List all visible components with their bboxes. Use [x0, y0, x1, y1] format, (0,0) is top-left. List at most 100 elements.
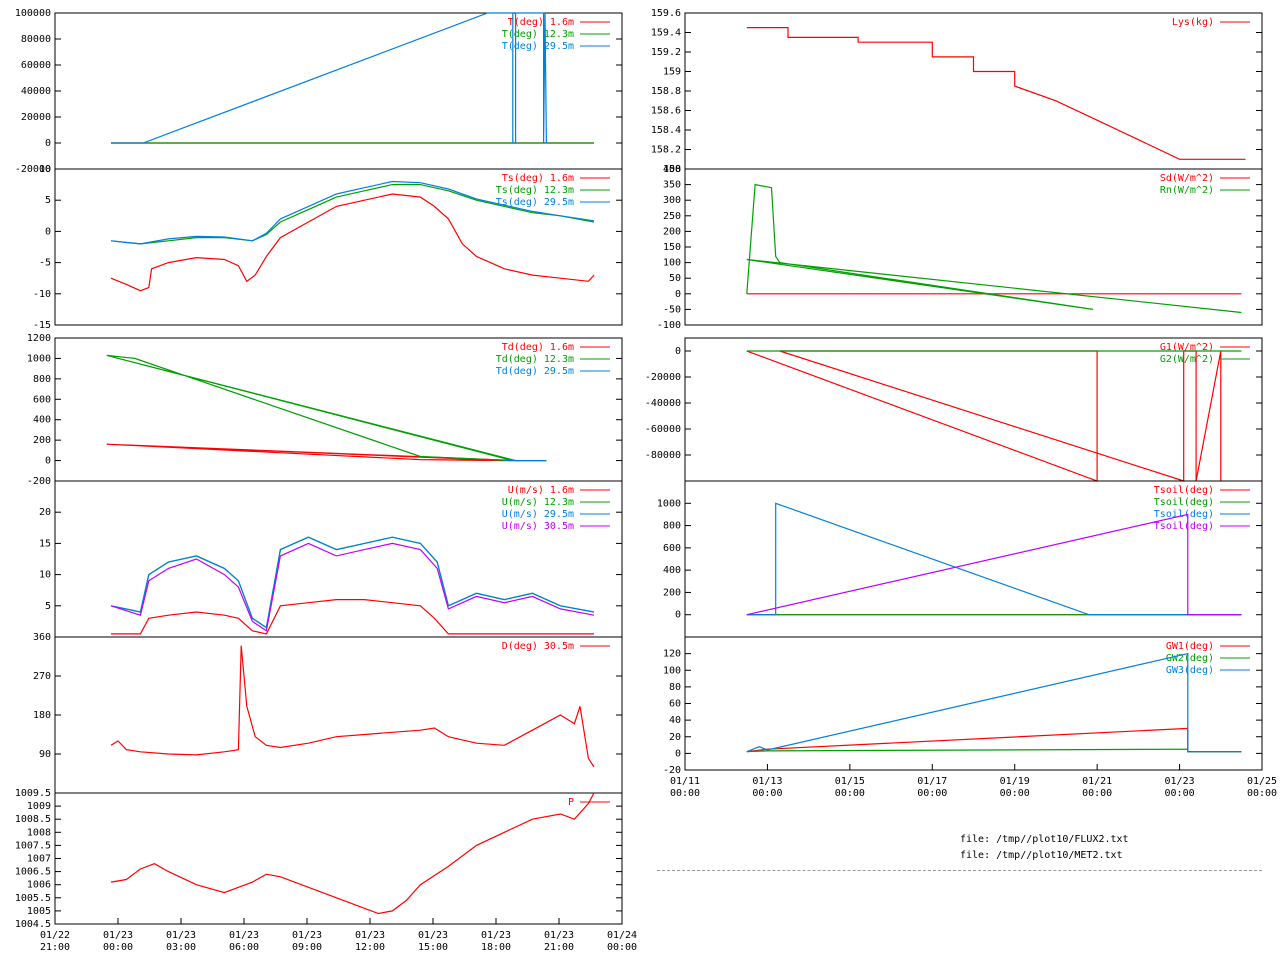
xtick-time: 00:00	[917, 788, 947, 799]
ytick-label: 60	[669, 699, 681, 710]
ytick-label: 50	[669, 273, 681, 284]
xtick-time: 00:00	[1000, 788, 1030, 799]
legend-entry: Td(deg) 12.3m	[496, 354, 574, 365]
xtick-date: 01/19	[1000, 776, 1030, 787]
ytick-label: -60000	[645, 424, 681, 435]
xtick-time: 21:00	[40, 942, 70, 953]
ytick-label: 100	[663, 258, 681, 269]
ytick-label: 80000	[21, 34, 51, 45]
xtick-date: 01/23	[292, 930, 322, 941]
xtick-time: 00:00	[1082, 788, 1112, 799]
ytick-label: 1005.5	[15, 893, 51, 904]
series-line-Td-1	[106, 354, 547, 462]
legend-entry: Tsoil(deg)	[1154, 509, 1214, 520]
ytick-label: -20000	[645, 372, 681, 383]
ytick-label: 1000	[657, 498, 681, 509]
ytick-label: 20	[39, 507, 51, 518]
ytick-label: 90	[39, 749, 51, 760]
legend-entry: U(m/s) 1.6m	[508, 485, 574, 496]
series-line-D-0	[110, 645, 595, 768]
xtick-date: 01/24	[607, 930, 637, 941]
xtick-date: 01/23	[481, 930, 511, 941]
ytick-label: -80000	[645, 450, 681, 461]
legend-entry: Ts(deg) 1.6m	[502, 173, 574, 184]
ytick-label: 1200	[27, 333, 51, 344]
ytick-label: 1008.5	[15, 814, 51, 825]
ytick-label: 350	[663, 180, 681, 191]
ytick-label: -15	[33, 320, 51, 331]
ytick-label: 0	[675, 748, 681, 759]
separator-line	[657, 870, 1262, 871]
ytick-label: 0	[45, 226, 51, 237]
xtick-date: 01/11	[670, 776, 700, 787]
ytick-label: 20	[669, 732, 681, 743]
ytick-label: 1007	[27, 854, 51, 865]
legend-entry: Ts(deg) 29.5m	[496, 197, 574, 208]
legend-entry: U(m/s) 12.3m	[502, 497, 574, 508]
legend-entry: Lys(kg)	[1172, 17, 1214, 28]
series-line-Ts-2	[110, 180, 595, 245]
legend-entry: Tsoil(deg)	[1154, 497, 1214, 508]
ytick-label: 200	[663, 587, 681, 598]
xtick-time: 00:00	[103, 942, 133, 953]
ytick-label: 0	[675, 346, 681, 357]
ytick-label: 100	[663, 665, 681, 676]
ytick-label: 400	[663, 164, 681, 175]
legend-entry: G1(W/m^2)	[1160, 342, 1214, 353]
series-line-P-0	[110, 792, 595, 915]
series-line-Tsoil-3	[746, 513, 1242, 616]
xtick-date: 01/15	[835, 776, 865, 787]
xtick-time: 12:00	[355, 942, 385, 953]
xtick-date: 01/23	[418, 930, 448, 941]
xtick-time: 00:00	[1165, 788, 1195, 799]
ytick-label: 1008	[27, 827, 51, 838]
legend-entry: U(m/s) 30.5m	[502, 521, 574, 532]
xtick-time: 21:00	[544, 942, 574, 953]
ytick-label: 200	[33, 435, 51, 446]
ytick-label: 800	[33, 374, 51, 385]
legend-entry: T(deg) 1.6m	[508, 17, 574, 28]
xtick-time: 00:00	[1247, 788, 1277, 799]
ytick-label: 0	[45, 456, 51, 467]
ytick-label: 1006	[27, 880, 51, 891]
xtick-time: 00:00	[670, 788, 700, 799]
ytick-label: 250	[663, 211, 681, 222]
ytick-label: 5	[45, 195, 51, 206]
ytick-label: 159.6	[651, 8, 681, 19]
ytick-label: 300	[663, 195, 681, 206]
legend-entry: GW3(deg)	[1166, 665, 1214, 676]
ytick-label: 15	[39, 538, 51, 549]
series-line-GW-1	[746, 748, 1242, 753]
xtick-date: 01/22	[40, 930, 70, 941]
ytick-label: 158.2	[651, 145, 681, 156]
series-line-U-3	[110, 542, 595, 632]
ytick-label: 158.6	[651, 106, 681, 117]
ytick-label: -200	[27, 476, 51, 487]
ytick-label: 0	[675, 610, 681, 621]
ytick-label: 150	[663, 242, 681, 253]
series-line-G-0	[746, 350, 1222, 482]
ytick-label: 600	[663, 543, 681, 554]
series-line-Rad-1	[746, 183, 1242, 314]
series-line-Lys-0	[746, 27, 1246, 160]
file-label-flux: file: /tmp//plot10/FLUX2.txt	[960, 834, 1129, 845]
ytick-label: 800	[663, 521, 681, 532]
xtick-date: 01/13	[752, 776, 782, 787]
ytick-label: 270	[33, 671, 51, 682]
file-label-met: file: /tmp//plot10/MET2.txt	[960, 850, 1123, 861]
series-line-U-0	[111, 598, 594, 635]
ytick-label: -10	[33, 289, 51, 300]
xtick-date: 01/17	[917, 776, 947, 787]
legend-entry: GW2(deg)	[1166, 653, 1214, 664]
legend-entry: Tsoil(deg)	[1154, 521, 1214, 532]
ytick-label: 0	[675, 289, 681, 300]
xtick-date: 01/25	[1247, 776, 1277, 787]
ytick-label: 180	[33, 710, 51, 721]
legend-entry: U(m/s) 29.5m	[502, 509, 574, 520]
ytick-label: 60000	[21, 60, 51, 71]
ytick-label: -20000	[15, 164, 51, 175]
ytick-label: -5	[39, 258, 51, 269]
xtick-date: 01/21	[1082, 776, 1112, 787]
ytick-label: 360	[33, 632, 51, 643]
